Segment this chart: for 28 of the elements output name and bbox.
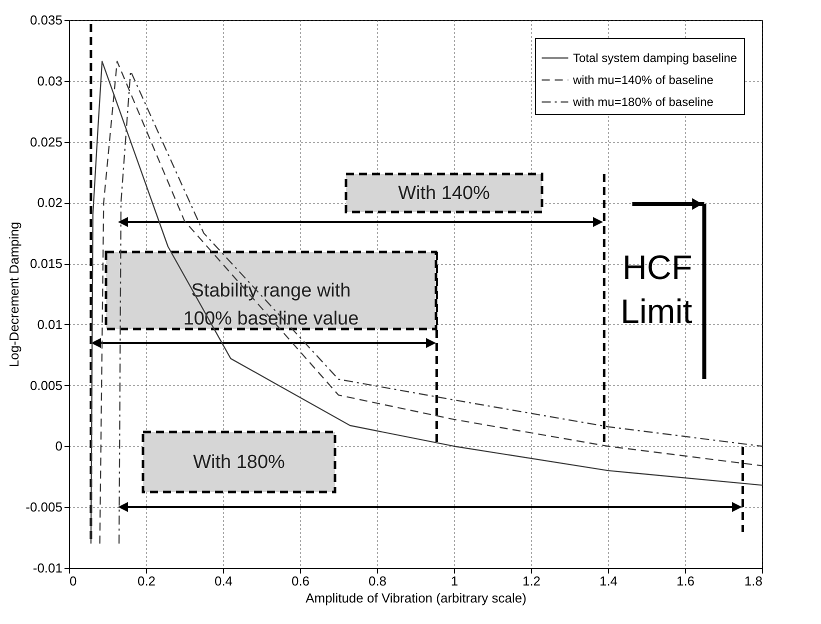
y-tick-label: 0.025	[30, 134, 62, 150]
x-axis-title: Amplitude of Vibration (arbitrary scale)	[306, 590, 526, 606]
y-tick-label: 0.035	[30, 12, 62, 28]
annotation: With 140%	[398, 183, 490, 204]
x-tick-label: 0	[70, 574, 77, 588]
y-tick-label: 0.015	[30, 256, 62, 272]
y-tick-label: 0	[55, 438, 62, 454]
ref-line-label: HCF Limit	[620, 249, 693, 331]
x-tick-label: 1.2	[522, 574, 541, 588]
x-tick-label: 0.2	[137, 574, 156, 588]
y-tick-label: 0.02	[37, 195, 62, 210]
x-tick-label: 1.8	[744, 574, 762, 588]
legend-label: with mu=140% of baseline	[572, 73, 714, 87]
legend-label: with mu=180% of baseline	[572, 95, 714, 109]
x-tick-label: 1	[450, 574, 458, 588]
x-tick-label: 1.6	[676, 574, 695, 588]
x-tick-label: 0.4	[214, 574, 233, 588]
x-tick-label: 0.6	[291, 574, 310, 588]
y-tick-label: -0.005	[26, 500, 62, 515]
y-tick-label: 0.005	[30, 378, 62, 393]
x-tick-label: 1.4	[599, 574, 618, 588]
y-tick-label: 0.03	[37, 73, 62, 88]
y-tick-label: 0.01	[37, 316, 62, 332]
x-tick-label: 0.8	[368, 574, 387, 588]
legend-label: Total system damping baseline	[573, 51, 738, 65]
y-tick-label: -0.01	[32, 560, 62, 576]
y-axis-title: Log-Decrement Damping	[6, 222, 22, 368]
annotation: With 180%	[193, 452, 286, 473]
